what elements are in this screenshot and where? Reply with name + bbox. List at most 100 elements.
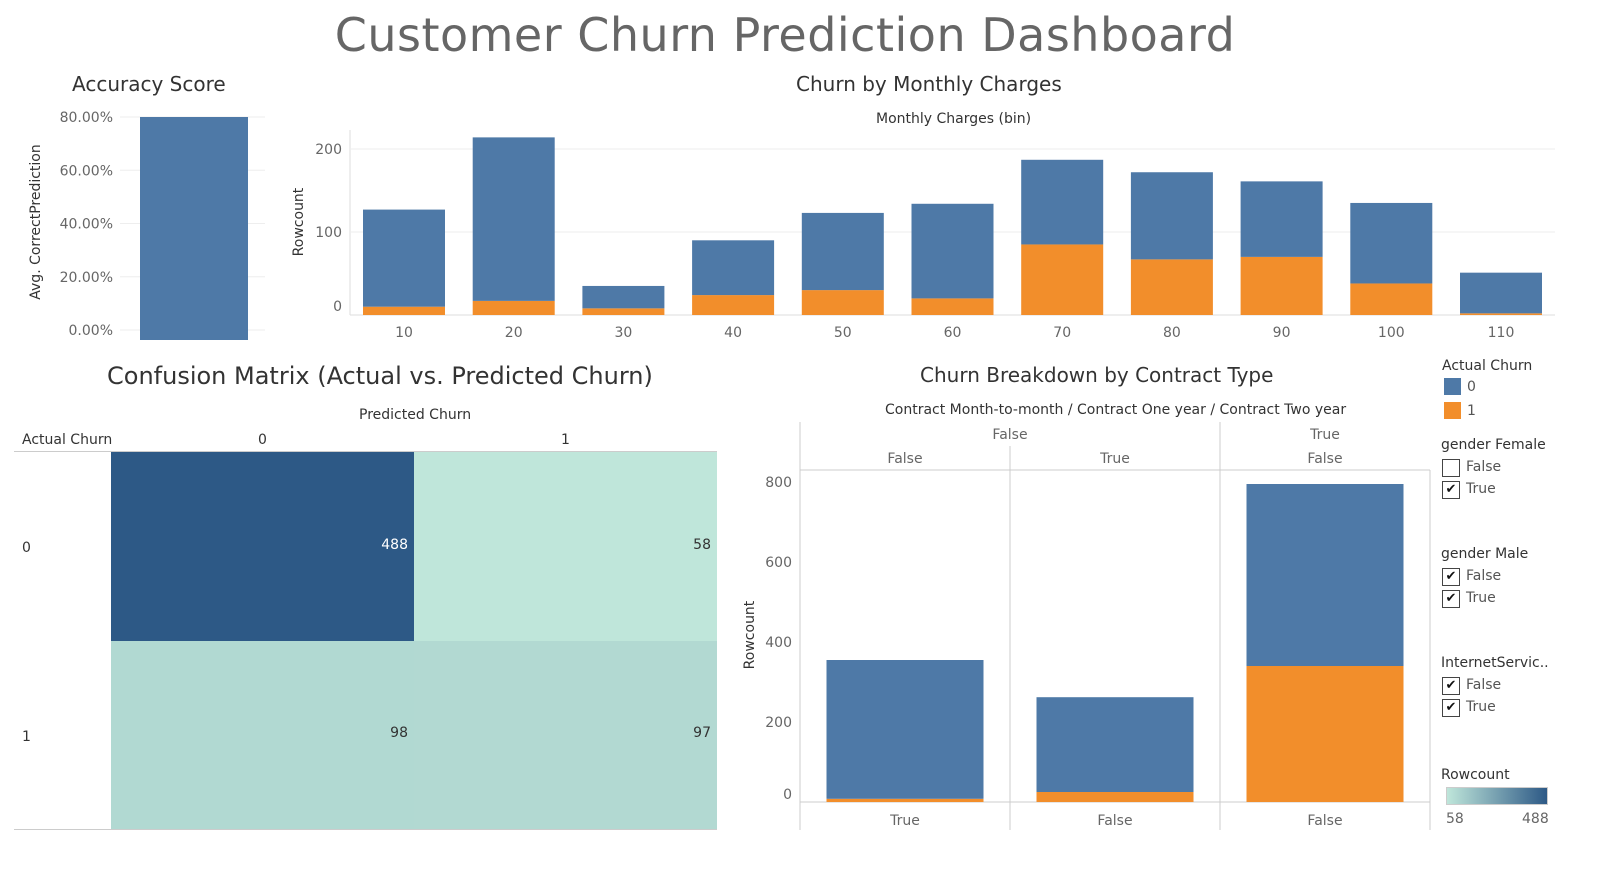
filter-gender-female-true-checkbox[interactable]: ✔ — [1442, 481, 1460, 499]
monthly-bar-churn-0[interactable] — [472, 137, 555, 301]
accuracy-bar[interactable] — [140, 117, 248, 340]
rowcount-legend-min: 58 — [1446, 811, 1464, 827]
monthly-xtick: 80 — [1163, 325, 1181, 341]
confusion-row-0: 0 — [22, 540, 31, 556]
contract-header-l2: False — [1307, 451, 1342, 467]
filter-gender-female-title: gender Female — [1441, 437, 1546, 453]
contract-bar-churn-1[interactable] — [1246, 666, 1404, 802]
accuracy-ytick: 60.00% — [60, 163, 113, 179]
contract-header: Contract Month-to-month / Contract One y… — [885, 402, 1347, 418]
contract-ytick: 800 — [765, 475, 792, 491]
contract-header-l1: False — [992, 427, 1027, 443]
filter-gender-female-false-checkbox[interactable] — [1442, 459, 1460, 477]
confusion-cell-value: 97 — [693, 725, 711, 741]
confusion-col-1: 1 — [561, 432, 570, 448]
monthly-bar-churn-1[interactable] — [1240, 256, 1323, 315]
confusion-cell-1-1[interactable]: 97 — [414, 641, 717, 829]
monthly-bar-churn-0[interactable] — [911, 203, 994, 299]
confusion-cell-0-1[interactable]: 58 — [414, 452, 717, 641]
monthly-bar-churn-0[interactable] — [1350, 202, 1433, 284]
confusion-cell-1-0[interactable]: 98 — [111, 641, 414, 829]
contract-ytick: 200 — [765, 715, 792, 731]
monthly-bar-churn-0[interactable] — [582, 285, 665, 309]
monthly-bar-churn-0[interactable] — [801, 212, 884, 291]
monthly-xtick: 40 — [724, 325, 742, 341]
confusion-divider-top — [14, 451, 717, 452]
contract-bar-churn-0[interactable] — [826, 660, 984, 799]
monthly-bar-churn-0[interactable] — [1130, 172, 1213, 260]
contract-bar-churn-0[interactable] — [1036, 697, 1194, 792]
monthly-bar-churn-1[interactable] — [692, 295, 775, 315]
monthly-bar-churn-1[interactable] — [911, 298, 994, 315]
filter-internet-false-label: False — [1466, 677, 1502, 693]
confusion-row-header: Actual Churn — [22, 432, 113, 448]
contract-ytick: 0 — [783, 787, 792, 803]
accuracy-chart: Avg. CorrectPrediction 0.00% 20.00% 40.00%… — [28, 110, 265, 340]
monthly-xtick: 30 — [614, 325, 632, 341]
confusion-row-1: 1 — [22, 729, 31, 745]
rowcount-legend-title: Rowcount — [1441, 767, 1510, 783]
filter-internet-false-checkbox[interactable]: ✔ — [1442, 677, 1460, 695]
monthly-xtick: 50 — [834, 325, 852, 341]
filter-gender-male-false-label: False — [1466, 568, 1502, 584]
filter-internet-true-checkbox[interactable]: ✔ — [1442, 699, 1460, 717]
monthly-xtick: 60 — [944, 325, 962, 341]
monthly-xtick: 70 — [1053, 325, 1071, 341]
rowcount-color-ramp — [1446, 787, 1548, 805]
filter-gender-female-true-label: True — [1466, 481, 1496, 497]
accuracy-ytick: 20.00% — [60, 270, 113, 286]
monthly-xlabel: Monthly Charges (bin) — [876, 111, 1032, 127]
contract-xtick: False — [1307, 813, 1342, 829]
legend-swatch-1[interactable] — [1444, 402, 1461, 419]
accuracy-ytick: 0.00% — [69, 323, 113, 339]
contract-bar-churn-0[interactable] — [1246, 484, 1404, 666]
monthly-bar-churn-0[interactable] — [363, 209, 445, 307]
monthly-bar-churn-1[interactable] — [1130, 259, 1213, 315]
confusion-cell-value: 98 — [390, 725, 408, 741]
monthly-bar-churn-0[interactable] — [1021, 159, 1104, 245]
monthly-bar-churn-1[interactable] — [363, 306, 445, 315]
legend-label-0: 0 — [1467, 379, 1476, 395]
contract-header-l1: True — [1309, 427, 1340, 443]
contract-chart: Rowcount False True False True False 0 200 400… — [742, 422, 1431, 830]
confusion-heatmap: 488 58 98 97 — [111, 452, 717, 829]
legend-label-1: 1 — [1467, 403, 1476, 419]
monthly-ytick: 100 — [315, 225, 342, 241]
contract-bar-churn-1[interactable] — [1036, 792, 1194, 802]
filter-gender-male-true-checkbox[interactable]: ✔ — [1442, 590, 1460, 608]
accuracy-ytick: 80.00% — [60, 110, 113, 126]
legend-actual-churn-title: Actual Churn — [1442, 358, 1533, 374]
monthly-bar-churn-1[interactable] — [582, 308, 665, 315]
accuracy-ylabel: Avg. CorrectPrediction — [28, 144, 44, 299]
monthly-bar-churn-1[interactable] — [1350, 283, 1433, 315]
monthly-title: Churn by Monthly Charges — [796, 72, 1062, 96]
contract-xtick: True — [889, 813, 920, 829]
filter-gender-female-false-label: False — [1466, 459, 1502, 475]
rowcount-legend-max: 488 — [1522, 811, 1549, 827]
monthly-ytick: 200 — [315, 142, 342, 158]
monthly-bar-churn-0[interactable] — [692, 240, 775, 296]
monthly-xtick: 90 — [1273, 325, 1291, 341]
filter-internet-title: InternetServic.. — [1441, 655, 1549, 671]
monthly-bar-churn-1[interactable] — [472, 300, 555, 315]
monthly-bar-churn-1[interactable] — [1021, 244, 1104, 315]
confusion-cell-0-0[interactable]: 488 — [111, 452, 414, 641]
contract-bar-churn-1[interactable] — [826, 798, 984, 802]
filter-gender-male-true-label: True — [1466, 590, 1496, 606]
monthly-bar-churn-0[interactable] — [1240, 181, 1323, 257]
confusion-col-header: Predicted Churn — [359, 407, 472, 423]
filter-gender-male-title: gender Male — [1441, 546, 1529, 562]
confusion-divider-bottom — [14, 829, 717, 830]
monthly-ytick: 0 — [333, 299, 342, 315]
contract-title: Churn Breakdown by Contract Type — [920, 363, 1274, 387]
legend-swatch-0[interactable] — [1444, 378, 1461, 395]
monthly-bar-churn-0[interactable] — [1460, 272, 1542, 314]
filter-internet-true-label: True — [1466, 699, 1496, 715]
contract-ytick: 400 — [765, 635, 792, 651]
filter-gender-male-false-checkbox[interactable]: ✔ — [1442, 568, 1460, 586]
monthly-ylabel: Rowcount — [291, 187, 307, 256]
monthly-bar-churn-1[interactable] — [1460, 313, 1542, 315]
monthly-xtick: 10 — [395, 325, 413, 341]
accuracy-ytick: 40.00% — [60, 217, 113, 233]
monthly-bar-churn-1[interactable] — [801, 290, 884, 315]
